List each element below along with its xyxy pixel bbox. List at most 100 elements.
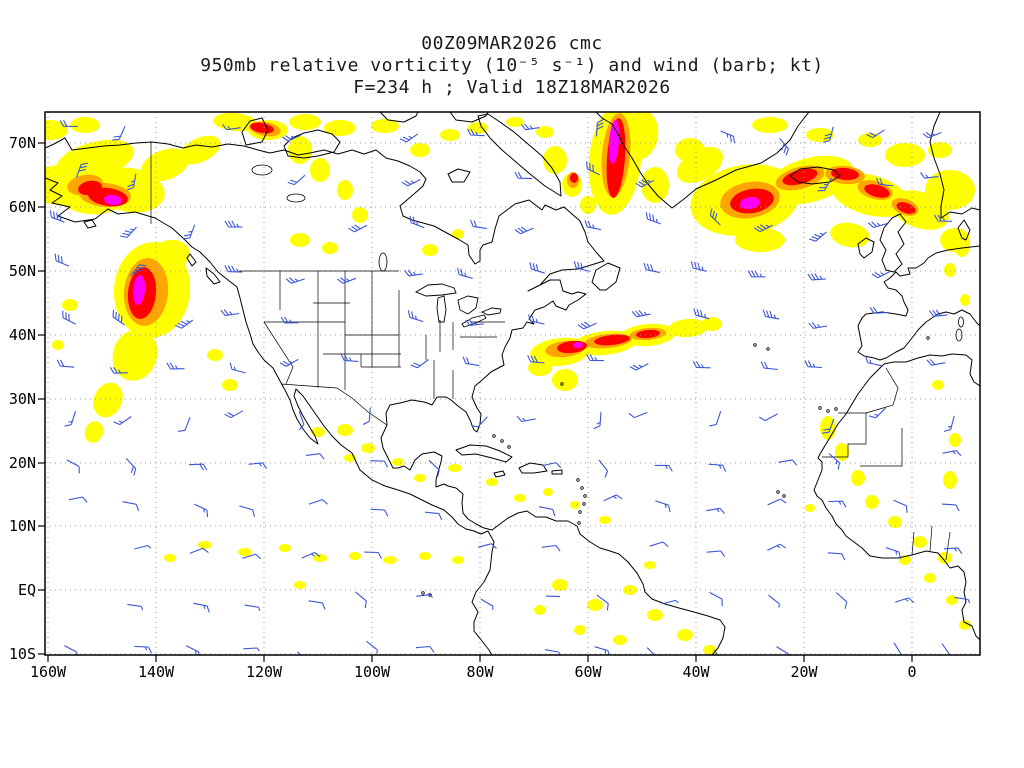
vorticity-blob (644, 561, 656, 569)
wind-barb (415, 645, 435, 653)
vorticity-blob (207, 349, 223, 361)
vorticity-blob (468, 122, 488, 134)
wind-barb (64, 645, 78, 655)
wind-barb (692, 361, 711, 369)
lake (436, 295, 447, 323)
vorticity-blob (865, 495, 879, 509)
vorticity-blob (641, 167, 669, 203)
wind-barb (584, 220, 602, 231)
vorticity-blob (198, 541, 212, 549)
vorticity-blob (448, 464, 462, 472)
wind-barb (366, 640, 378, 654)
wind-barb (182, 224, 196, 240)
wind-barb (296, 651, 301, 655)
vorticity-blob (104, 194, 122, 206)
wind-barb (62, 310, 76, 325)
vorticity-blob (943, 471, 957, 489)
wind-barb (893, 642, 902, 655)
vorticity-blob (528, 360, 552, 376)
vorticity-blob (534, 605, 546, 615)
wind-barb (134, 645, 153, 654)
coastline (518, 462, 548, 474)
vorticity-blob (45, 120, 68, 140)
lon-label: 160W (30, 663, 67, 681)
lon-label: 120W (246, 663, 283, 681)
coastline (789, 166, 841, 185)
vorticity-blob (419, 552, 431, 560)
lon-label: 0 (907, 663, 916, 681)
small-island (826, 409, 830, 413)
vorticity-blob (140, 148, 190, 182)
island (955, 328, 963, 342)
wind-barb (527, 314, 545, 325)
wind-barb (828, 500, 847, 508)
vorticity-blob (580, 196, 596, 214)
wind-barb (467, 128, 485, 137)
lake (461, 314, 487, 328)
coastline (455, 444, 513, 463)
coastline (45, 137, 726, 655)
wind-barb (875, 177, 894, 187)
wind-barb (364, 551, 383, 559)
vorticity-blob (570, 501, 580, 509)
small-island (578, 510, 582, 514)
wind-barb (661, 599, 679, 605)
vorticity-blob (858, 133, 882, 147)
wind-barb (922, 131, 942, 139)
wind-barb (527, 355, 545, 364)
wind-barb (134, 544, 151, 550)
wind-barb (635, 179, 655, 188)
vorticity-blob (371, 119, 399, 133)
vorticity-blob (52, 340, 64, 350)
wind-barb (465, 319, 484, 327)
wind-barb (934, 214, 953, 222)
wind-barb (643, 262, 660, 274)
wind-barb (462, 356, 480, 367)
coastline (857, 237, 875, 259)
lake (286, 193, 306, 203)
small-island (776, 490, 780, 494)
wind-barb (66, 459, 80, 474)
vorticity-blob (959, 620, 971, 630)
wind-barb (248, 462, 268, 469)
vorticity-blob (782, 168, 818, 186)
wind-barb (593, 411, 602, 430)
wind-barb (194, 503, 209, 518)
wind-barb (470, 416, 488, 428)
coastline (929, 112, 980, 219)
lake (378, 252, 388, 272)
lake (414, 283, 457, 297)
wind-barb (178, 417, 191, 432)
wind-barb (768, 594, 780, 608)
wind-barb (808, 322, 828, 329)
wind-barb (229, 362, 246, 374)
chart-title-run: 00Z09MAR2026 cmc (421, 33, 603, 54)
wind-barb (954, 596, 971, 604)
wind-barb (239, 505, 255, 517)
vorticity-blob (536, 126, 554, 138)
political-border (911, 531, 915, 556)
lon-label: 60W (574, 663, 602, 681)
vorticity-blob (740, 196, 760, 210)
coastline (477, 113, 562, 197)
political-border (865, 367, 899, 414)
vorticity-blob (677, 629, 693, 641)
vorticity-blob (574, 625, 586, 635)
small-island (782, 494, 786, 498)
wind-barb (767, 498, 787, 506)
vorticity-blob (238, 548, 252, 556)
coastline (186, 253, 197, 267)
vorticity-blob (932, 380, 944, 390)
wind-barb (645, 212, 661, 225)
wind-barb (516, 415, 536, 423)
wind-barb (598, 459, 609, 478)
lon-label: 140W (138, 663, 175, 681)
small-island (500, 439, 504, 443)
wind-barb (529, 262, 545, 274)
wind-barb (221, 123, 241, 131)
small-island (583, 494, 587, 498)
coastline (449, 112, 489, 123)
lake (251, 164, 273, 176)
